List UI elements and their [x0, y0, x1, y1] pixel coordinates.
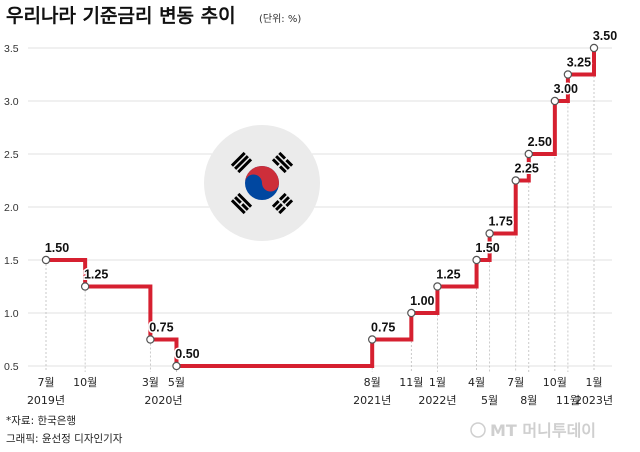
value-label: 3.25	[567, 56, 591, 70]
value-label: 2.25	[515, 162, 539, 176]
data-point	[433, 282, 442, 291]
x-tick-label: 2022년	[418, 394, 456, 407]
value-label: 0.75	[149, 321, 173, 335]
gridlines	[28, 47, 612, 367]
value-label: 1.50	[45, 241, 69, 255]
source-note: *자료: 한국은행	[6, 415, 76, 427]
watermark-text: MT 머니투데이	[490, 421, 596, 440]
data-point	[589, 43, 599, 53]
value-label: 1.25	[84, 268, 108, 282]
chart-title: 우리나라 기준금리 변동 추이	[6, 5, 236, 27]
value-label: 1.75	[488, 215, 512, 229]
rate-step-line	[46, 48, 596, 368]
x-tick-label: 8월	[364, 376, 381, 389]
y-tick-label: 1.0	[4, 308, 19, 320]
trigram	[230, 192, 253, 215]
series-markers	[41, 43, 599, 371]
x-tick-label: 4월	[468, 376, 485, 389]
x-tick-label: 5월	[168, 376, 185, 389]
value-label: 3.50	[593, 29, 617, 43]
x-tick-label: 7월	[37, 376, 54, 389]
credit-note: 그래픽: 윤선정 디자인기자	[6, 433, 123, 445]
x-axis: 7월 10월 2019년 3월 5월 2020년 8월 2021년 11월 1월 2022년 4월 5월…	[27, 376, 613, 407]
value-label: 2.50	[528, 135, 552, 149]
data-point	[41, 255, 51, 265]
data-point	[146, 335, 155, 344]
y-tick-label: 1.5	[4, 255, 19, 267]
data-point	[407, 308, 416, 318]
y-tick-label: 3.0	[4, 96, 19, 108]
x-tick-label: 11월	[556, 394, 580, 407]
y-tick-label: 2.5	[4, 149, 19, 161]
data-point	[172, 361, 181, 371]
x-tick-label: 11월	[399, 376, 423, 389]
x-tick-label: 7월	[507, 376, 524, 389]
data-point	[80, 282, 90, 291]
x-tick-label: 10월	[543, 376, 567, 389]
x-tick-label: 1월	[585, 376, 602, 389]
data-point	[367, 335, 377, 344]
value-labels: 1.501.250.750.500.751.001.251.501.752.25…	[43, 28, 618, 363]
x-tick-label: 5월	[481, 394, 498, 407]
data-point	[550, 96, 560, 106]
data-point	[485, 229, 494, 238]
y-tick-label: 2.0	[4, 202, 19, 214]
trigram	[230, 151, 253, 174]
data-point	[524, 149, 533, 159]
x-tick-label: 2023년	[575, 394, 613, 407]
trigram	[271, 192, 294, 215]
watermark-logo-icon	[470, 422, 486, 438]
series-line	[46, 48, 596, 368]
taegeuk-icon	[245, 166, 279, 200]
x-tick-label: 10월	[73, 376, 97, 389]
x-tick-label: 8월	[520, 394, 537, 407]
x-tick-label: 2019년	[27, 394, 65, 407]
x-tick-label: 2021년	[353, 394, 391, 407]
value-label: 0.75	[371, 321, 395, 335]
trigram	[271, 151, 294, 174]
value-label: 0.50	[175, 347, 199, 361]
data-point	[563, 70, 573, 79]
korean-flag-icon	[204, 125, 320, 241]
unit-note: (단위: %)	[259, 12, 301, 25]
data-point	[472, 255, 481, 265]
watermark: MT 머니투데이	[470, 421, 596, 440]
value-label: 1.25	[436, 268, 460, 282]
y-axis: 0.5 1.0 1.5 2.0 2.5 3.0 3.5	[4, 43, 19, 373]
data-point	[511, 176, 520, 185]
value-label: 1.00	[410, 294, 434, 308]
x-tick-label: 3월	[142, 376, 159, 389]
y-tick-label: 3.5	[4, 43, 19, 55]
point-guides	[45, 52, 595, 372]
x-tick-label: 1월	[429, 376, 446, 389]
trigrams-icon	[230, 151, 294, 215]
y-tick-label: 0.5	[4, 361, 19, 373]
value-label: 3.00	[554, 82, 578, 96]
x-tick-label: 2020년	[144, 394, 182, 407]
value-label: 1.50	[475, 241, 499, 255]
